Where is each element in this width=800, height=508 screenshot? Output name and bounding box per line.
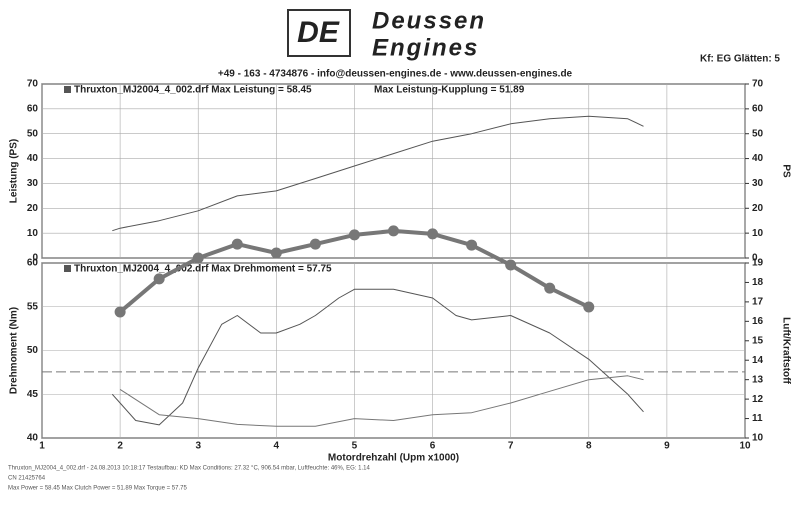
overlay-marker	[427, 228, 439, 240]
y2-axis-label: Luft/Kraftstoff	[780, 317, 791, 384]
x-tick-label: 6	[430, 441, 436, 452]
legend-text: Thruxton_MJ2004_4_002.drf Max Leistung =…	[74, 85, 312, 96]
overlay-marker	[153, 273, 165, 285]
y-tick-label: 60	[27, 258, 39, 269]
y2-tick-label: 70	[752, 79, 764, 90]
y2-tick-label: 16	[752, 316, 764, 327]
y2-tick-label: 30	[752, 178, 764, 189]
logo-box	[287, 9, 351, 57]
logo-line2: Engines	[372, 34, 479, 61]
overlay-marker	[505, 259, 517, 271]
data-line	[111, 288, 644, 426]
y2-tick-label: 11	[752, 413, 763, 424]
y-tick-label: 40	[27, 433, 39, 444]
overlay-marker	[309, 238, 321, 250]
y-tick-label: 60	[27, 103, 39, 114]
legend-swatch	[64, 265, 71, 272]
x-axis-label: Motordrehzahl (Upm x1000)	[328, 453, 459, 464]
y-axis-label: Drehmoment (Nm)	[9, 307, 20, 394]
x-tick-label: 9	[664, 441, 670, 452]
logo-initials: DE	[297, 16, 340, 49]
y-tick-label: 10	[27, 228, 39, 239]
y2-tick-label: 18	[752, 277, 764, 288]
y2-axis-label: PS	[780, 164, 791, 178]
x-tick-label: 4	[274, 441, 280, 452]
y-tick-label: 0	[32, 253, 38, 264]
y-tick-label: 50	[27, 345, 39, 356]
overlay-marker	[466, 239, 478, 251]
y2-tick-label: 14	[752, 355, 764, 366]
y2-tick-label: 19	[752, 258, 764, 269]
footer-line: Thruxton_MJ2004_4_002.drf - 24.08.2013 1…	[8, 466, 371, 472]
legend-text: Thruxton_MJ2004_4_002.drf Max Drehmoment…	[74, 264, 332, 275]
overlay-marker	[192, 252, 204, 264]
overlay-marker	[231, 238, 243, 250]
y-axis-label: Leistung (PS)	[9, 139, 20, 203]
y2-tick-label: 0	[752, 253, 758, 264]
y2-tick-label: 10	[752, 228, 764, 239]
data-line	[112, 115, 644, 232]
footer-line: CN 21425764	[8, 476, 46, 482]
overlay-marker	[388, 225, 399, 237]
y-tick-label: 45	[27, 389, 39, 400]
legend-swatch	[64, 86, 71, 93]
x-tick-label: 5	[352, 441, 358, 452]
y2-tick-label: 50	[752, 128, 764, 139]
y-tick-label: 55	[27, 301, 39, 312]
legend-text: Max Leistung-Kupplung = 51.89	[374, 85, 525, 96]
overlay-marker	[114, 306, 126, 318]
footer-line: Max Power = 58.45 Max Clutch Power = 51.…	[8, 486, 187, 492]
contact: +49 - 163 - 4734876 - info@deussen-engin…	[218, 69, 573, 80]
y2-tick-label: 15	[752, 335, 764, 346]
x-tick-label: 10	[739, 441, 751, 452]
x-tick-label: 3	[195, 441, 201, 452]
x-tick-label: 1	[39, 441, 45, 452]
overlay-marker	[348, 229, 360, 241]
overlay-marker	[583, 301, 595, 313]
y-tick-label: 20	[27, 203, 39, 214]
y2-tick-label: 17	[752, 297, 764, 308]
y-tick-label: 70	[27, 79, 39, 90]
overlay-marker	[544, 282, 556, 294]
x-tick-label: 8	[586, 441, 592, 452]
overlay-marker	[270, 247, 282, 259]
y2-tick-label: 40	[752, 153, 764, 164]
logo-line1: Deussen	[372, 7, 486, 34]
y2-tick-label: 12	[752, 394, 764, 405]
y-tick-label: 50	[27, 128, 39, 139]
settings: Kf: EG Glätten: 5	[700, 54, 780, 65]
data-line	[119, 375, 644, 427]
y-tick-label: 30	[27, 178, 39, 189]
y2-tick-label: 20	[752, 203, 764, 214]
y2-tick-label: 10	[752, 433, 764, 444]
y-tick-label: 40	[27, 153, 39, 164]
y2-tick-label: 60	[752, 103, 764, 114]
x-tick-label: 2	[117, 441, 123, 452]
y2-tick-label: 13	[752, 374, 764, 385]
x-tick-label: 7	[508, 441, 514, 452]
